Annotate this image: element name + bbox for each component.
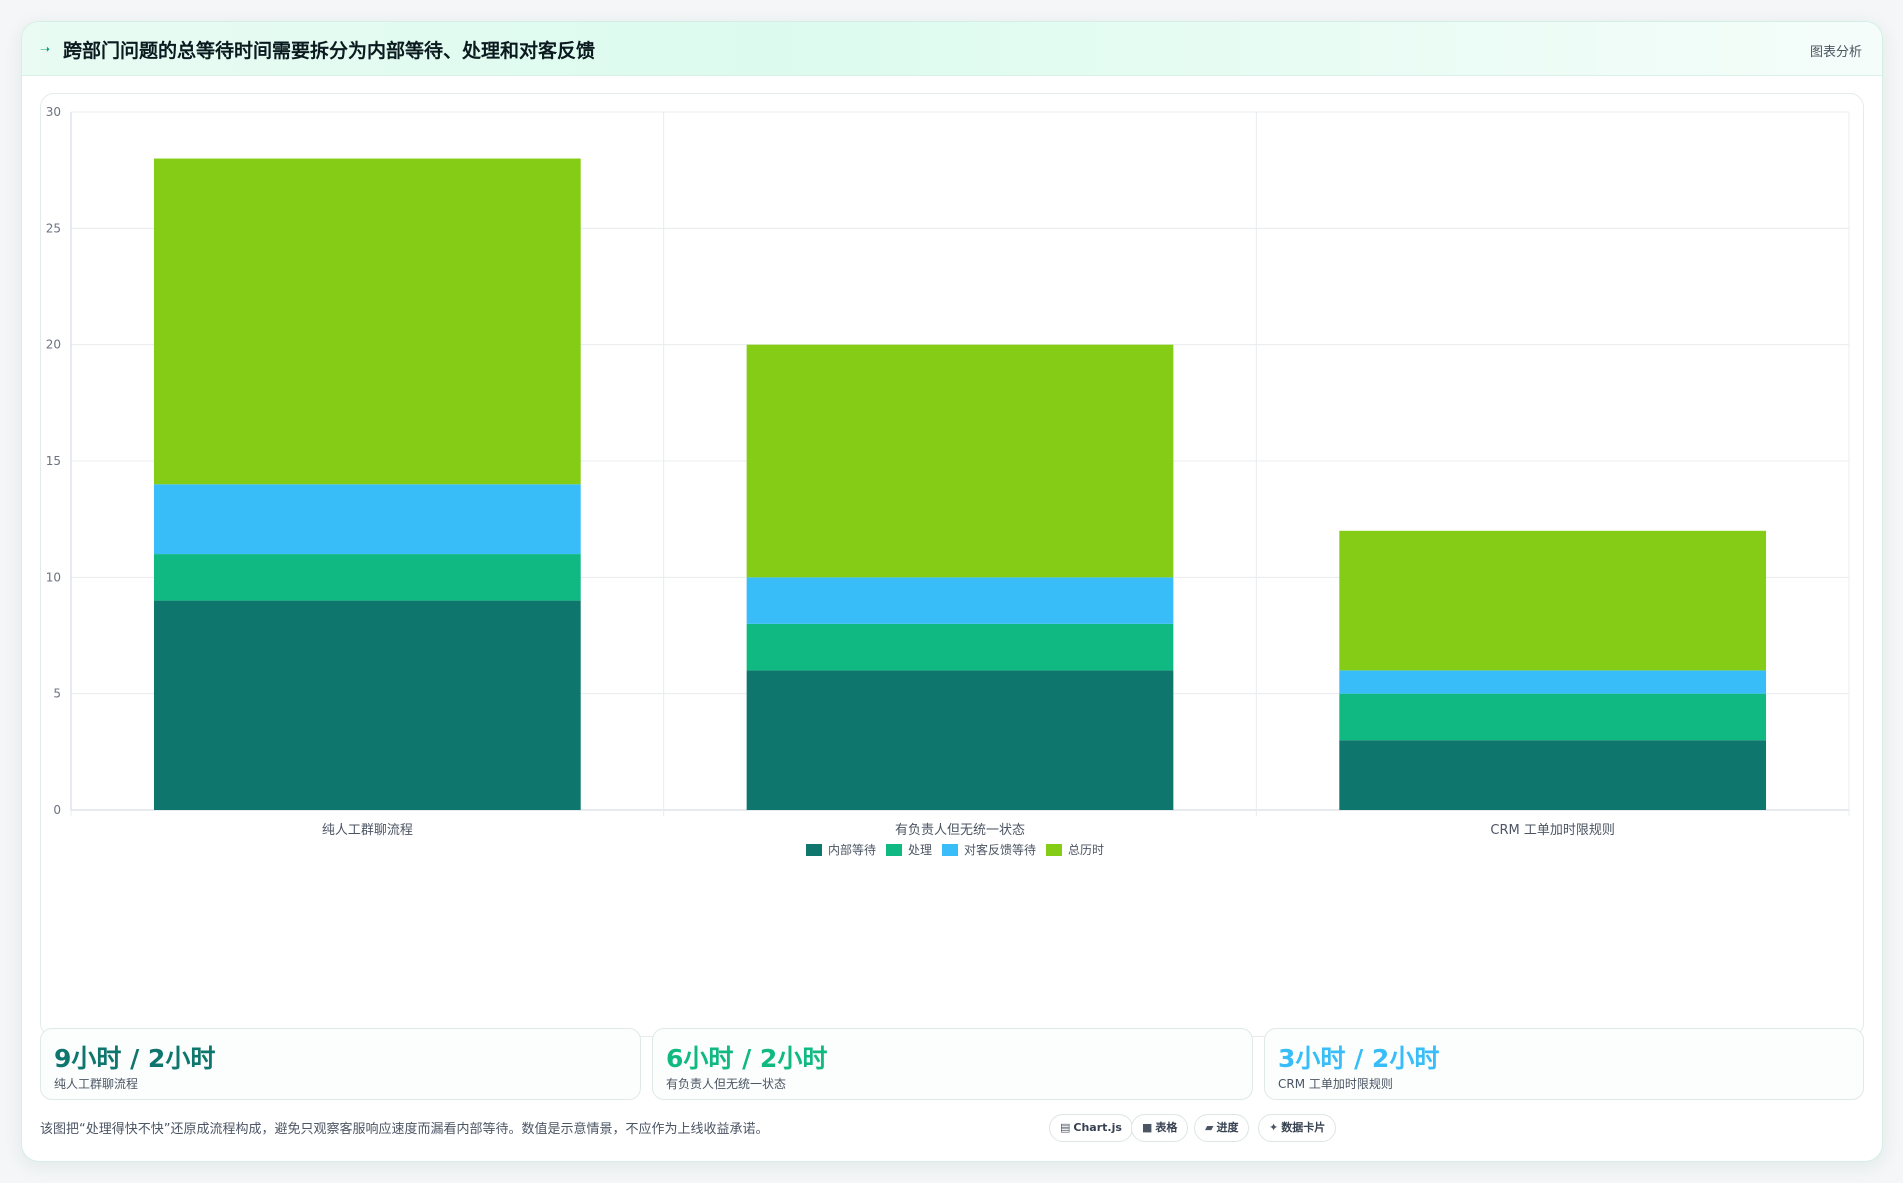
stat-value: 6小时 / 2小时 xyxy=(666,1044,828,1073)
stat-label: CRM 工单加时限规则 xyxy=(1278,1077,1393,1091)
chip-progress[interactable]: ▰ 进度 xyxy=(1194,1114,1250,1142)
y-tick-label: 0 xyxy=(53,803,61,817)
legend-swatch xyxy=(806,844,822,856)
legend-swatch xyxy=(886,844,902,856)
x-tick-label: 有负责人但无统一状态 xyxy=(895,823,1025,838)
bar-segment[interactable] xyxy=(153,600,581,810)
x-tick-label: CRM 工单加时限规则 xyxy=(1490,823,1614,838)
stat-value: 9小时 / 2小时 xyxy=(54,1044,216,1073)
bar-segment[interactable] xyxy=(1339,740,1767,810)
legend-label: 处理 xyxy=(908,843,932,857)
chip-data-card[interactable]: ✦ 数据卡片 xyxy=(1258,1114,1337,1142)
y-tick-label: 30 xyxy=(46,105,61,119)
stat-card-1: 9小时 / 2小时 纯人工群聊流程 xyxy=(40,1028,641,1100)
chip-label: 进度 xyxy=(1216,1121,1239,1134)
y-tick-label: 25 xyxy=(46,221,61,235)
bar-segment[interactable] xyxy=(153,158,581,485)
chip-table[interactable]: ■ 表格 xyxy=(1131,1114,1189,1142)
chart-title: 跨部门问题的总等待时间需要拆分为内部等待、处理和对客反馈 xyxy=(63,40,596,62)
chip-label: Chart.js xyxy=(1073,1121,1122,1134)
bar-segment[interactable] xyxy=(1339,670,1767,694)
y-tick-label: 15 xyxy=(46,454,61,468)
chip-label: 数据卡片 xyxy=(1281,1121,1326,1134)
footnote: 该图把“处理得快不快”还原成流程构成，避免只观察客服响应速度而漏看内部等待。数值… xyxy=(40,1122,769,1137)
legend-swatch xyxy=(942,844,958,856)
stacked-bar-chart: 0 5 10 15 20 25 30 纯人工群聊流程 有负责人但无统一状态 CRM 工单加时限规… xyxy=(46,105,1850,857)
table-icon: ■ xyxy=(1142,1121,1153,1134)
chart-icon: ▤ xyxy=(1060,1121,1071,1134)
bar-segment[interactable] xyxy=(1339,693,1767,741)
bar-segment[interactable] xyxy=(153,484,581,555)
chart-panel: 0 5 10 15 20 25 30 纯人工群聊流程 有负责人但无统一状态 CRM 工单加时限规… xyxy=(40,93,1864,1037)
trend-icon: ➝ xyxy=(40,42,51,56)
legend-label: 内部等待 xyxy=(828,842,876,857)
stat-card-2: 6小时 / 2小时 有负责人但无统一状态 xyxy=(652,1028,1253,1100)
chip-chartjs[interactable]: ▤ Chart.js xyxy=(1049,1114,1133,1142)
progress-icon: ▰ xyxy=(1205,1121,1214,1134)
stat-label: 有负责人但无统一状态 xyxy=(666,1077,787,1091)
chart-card: ➝ 跨部门问题的总等待时间需要拆分为内部等待、处理和对客反馈 图表分析 0 5 10… xyxy=(21,21,1883,1162)
legend-label: 总历时 xyxy=(1068,843,1104,857)
data-card-icon: ✦ xyxy=(1269,1121,1279,1134)
chip-label: 表格 xyxy=(1155,1121,1178,1134)
x-tick-label: 纯人工群聊流程 xyxy=(322,823,413,838)
stat-value: 3小时 / 2小时 xyxy=(1278,1044,1440,1073)
legend-swatch xyxy=(1046,844,1062,856)
bar-segment[interactable] xyxy=(746,344,1174,578)
y-tick-label: 20 xyxy=(46,338,61,352)
card-header: ➝ 跨部门问题的总等待时间需要拆分为内部等待、处理和对客反馈 图表分析 xyxy=(22,22,1882,76)
stat-card-3: 3小时 / 2小时 CRM 工单加时限规则 xyxy=(1264,1028,1864,1100)
bar-segment[interactable] xyxy=(746,670,1174,810)
bar-segment[interactable] xyxy=(746,623,1174,671)
bar-segment[interactable] xyxy=(1339,530,1767,671)
bar-segment[interactable] xyxy=(153,554,581,601)
bar-segment[interactable] xyxy=(746,577,1174,624)
y-tick-label: 10 xyxy=(46,570,61,584)
chart-analysis-tag: 图表分析 xyxy=(1809,45,1862,60)
stat-label: 纯人工群聊流程 xyxy=(54,1077,139,1091)
y-tick-label: 5 xyxy=(53,687,61,701)
legend-label: 对客反馈等待 xyxy=(964,842,1036,857)
